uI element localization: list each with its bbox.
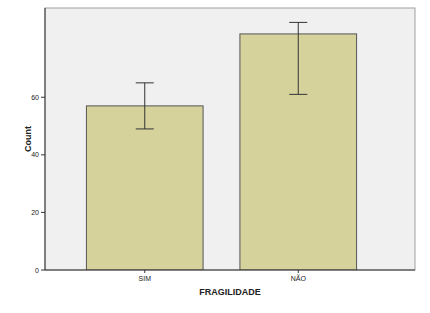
error-stem — [298, 22, 299, 94]
y-tick — [41, 154, 45, 155]
y-tick-label: 20 — [31, 209, 39, 216]
x-axis-label: FRAGILIDADE — [199, 287, 261, 297]
y-axis-label: Count — [23, 126, 33, 152]
error-bar — [289, 22, 307, 94]
y-tick — [41, 270, 45, 271]
y-axis — [45, 8, 46, 270]
y-tick — [41, 212, 45, 213]
y-tick — [41, 97, 45, 98]
error-cap-low — [289, 94, 307, 95]
bar — [86, 106, 203, 270]
error-cap-high — [136, 82, 154, 83]
error-cap-low — [136, 128, 154, 129]
x-tick-label: SIM — [139, 275, 152, 282]
error-stem — [144, 83, 145, 129]
y-tick-label: 60 — [31, 94, 39, 101]
y-tick-label: 0 — [35, 267, 39, 274]
chart-svg: 0204060SIMNÃOFRAGILIDADECount — [0, 0, 430, 313]
plot-background — [45, 8, 415, 270]
x-axis — [45, 270, 415, 271]
x-tick — [298, 270, 299, 273]
error-bar — [136, 83, 154, 129]
x-tick-label: NÃO — [291, 274, 307, 282]
error-cap-high — [289, 22, 307, 23]
marks — [86, 22, 356, 270]
chart-root: 0204060SIMNÃOFRAGILIDADECount — [0, 0, 430, 313]
x-tick — [144, 270, 145, 273]
